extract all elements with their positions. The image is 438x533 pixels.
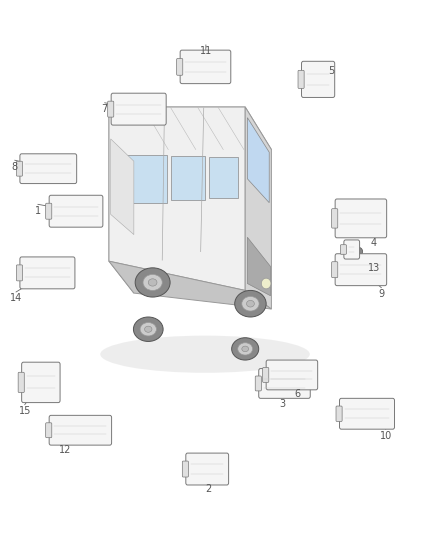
FancyBboxPatch shape <box>298 70 304 88</box>
Ellipse shape <box>100 336 310 373</box>
Ellipse shape <box>140 322 156 336</box>
FancyBboxPatch shape <box>332 262 338 278</box>
Text: 6: 6 <box>294 389 300 399</box>
Text: 2: 2 <box>205 484 211 494</box>
Text: 14: 14 <box>10 293 22 303</box>
Ellipse shape <box>247 301 254 307</box>
Polygon shape <box>127 155 166 203</box>
FancyBboxPatch shape <box>255 376 261 391</box>
Ellipse shape <box>148 279 157 286</box>
Text: 10: 10 <box>380 431 392 441</box>
FancyBboxPatch shape <box>49 415 112 445</box>
FancyBboxPatch shape <box>180 50 231 84</box>
Polygon shape <box>109 107 272 150</box>
Ellipse shape <box>134 317 163 342</box>
FancyBboxPatch shape <box>332 209 338 228</box>
Text: 12: 12 <box>59 445 71 455</box>
Polygon shape <box>171 157 205 200</box>
Ellipse shape <box>135 268 170 297</box>
FancyBboxPatch shape <box>46 203 52 219</box>
Text: 5: 5 <box>328 66 335 76</box>
Polygon shape <box>111 139 134 235</box>
FancyBboxPatch shape <box>339 398 395 429</box>
Polygon shape <box>245 107 272 309</box>
Text: 7: 7 <box>102 104 108 114</box>
FancyBboxPatch shape <box>108 101 114 117</box>
FancyBboxPatch shape <box>111 93 166 125</box>
Text: 1: 1 <box>35 206 41 216</box>
Polygon shape <box>209 157 238 198</box>
FancyBboxPatch shape <box>266 360 318 390</box>
Ellipse shape <box>235 290 266 317</box>
Ellipse shape <box>143 274 162 290</box>
Text: 13: 13 <box>368 263 380 272</box>
FancyBboxPatch shape <box>16 161 22 176</box>
FancyBboxPatch shape <box>344 240 360 259</box>
Text: 11: 11 <box>200 46 212 56</box>
Text: 15: 15 <box>18 406 31 416</box>
FancyBboxPatch shape <box>177 59 183 75</box>
FancyBboxPatch shape <box>46 423 52 438</box>
Polygon shape <box>109 107 245 290</box>
Text: 9: 9 <box>378 289 385 299</box>
FancyBboxPatch shape <box>186 453 229 485</box>
FancyBboxPatch shape <box>335 254 387 286</box>
Ellipse shape <box>145 326 152 332</box>
Ellipse shape <box>355 247 363 256</box>
Ellipse shape <box>238 343 253 355</box>
FancyBboxPatch shape <box>336 406 342 422</box>
FancyBboxPatch shape <box>16 265 22 281</box>
Polygon shape <box>109 107 134 293</box>
Text: 8: 8 <box>11 161 18 172</box>
Ellipse shape <box>232 338 259 360</box>
FancyBboxPatch shape <box>49 195 103 227</box>
FancyBboxPatch shape <box>21 362 60 402</box>
FancyBboxPatch shape <box>18 372 24 392</box>
FancyBboxPatch shape <box>259 368 310 398</box>
FancyBboxPatch shape <box>335 199 387 238</box>
FancyBboxPatch shape <box>340 245 346 254</box>
Polygon shape <box>247 237 271 296</box>
Ellipse shape <box>242 296 259 311</box>
Text: 4: 4 <box>371 238 377 247</box>
FancyBboxPatch shape <box>301 61 335 98</box>
Polygon shape <box>247 118 269 203</box>
FancyBboxPatch shape <box>20 257 75 289</box>
Polygon shape <box>109 261 272 309</box>
FancyBboxPatch shape <box>263 368 269 382</box>
Ellipse shape <box>242 346 249 352</box>
FancyBboxPatch shape <box>182 461 188 477</box>
FancyBboxPatch shape <box>20 154 77 183</box>
Text: 3: 3 <box>279 399 286 409</box>
Ellipse shape <box>261 278 271 289</box>
